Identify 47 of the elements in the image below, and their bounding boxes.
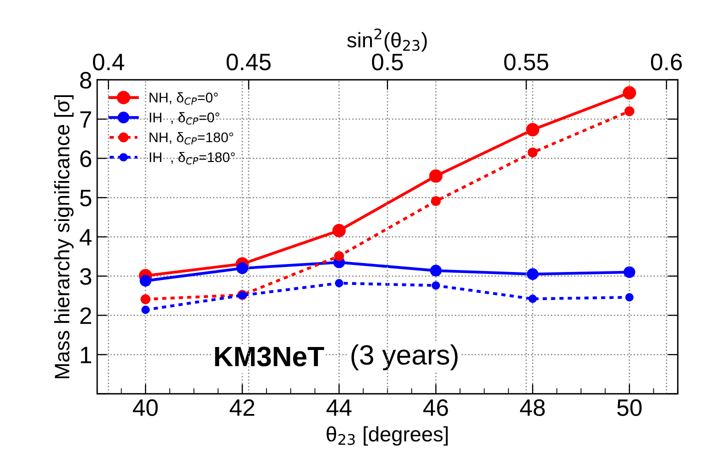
point [526, 123, 540, 136]
legend-label: NH, δ$_{CP}$=0° [150, 92, 218, 105]
point [430, 196, 441, 206]
x-tick-label: 46 [423, 399, 448, 416]
point [624, 266, 636, 278]
legend-label: NH, δ$_{CP}$=180° [150, 132, 234, 145]
y-tick-label: 8 [80, 72, 92, 89]
x-tick-label: 50 [617, 399, 642, 416]
point [625, 293, 634, 302]
y-axis-title: Mass hierarchy significance [σ] [54, 95, 74, 378]
point [526, 268, 538, 280]
y-tick-label: 3 [80, 268, 92, 285]
point [140, 294, 151, 304]
x-axis-title: θ$_{23}$ [degrees] [326, 426, 448, 446]
y-tick-label: 5 [80, 190, 92, 206]
legend-label: IH , δ$_{CP}$=180° [150, 152, 235, 164]
y-tick-label: 6 [80, 150, 92, 168]
point [624, 106, 634, 116]
x2-tick-label: 0.4 [92, 54, 124, 70]
legend-label: IH , δ$_{CP}$=0° [150, 112, 220, 125]
point [430, 264, 442, 276]
point [141, 306, 150, 314]
point [334, 278, 344, 288]
y-tick-label: 1 [80, 346, 92, 364]
y-tick-label: 7 [80, 111, 92, 128]
point [528, 294, 537, 304]
x-tick-label: 44 [326, 400, 352, 416]
x2-tick-label: 0.55 [504, 54, 548, 70]
x-tick-label: 42 [230, 399, 254, 416]
x-tick-label: 48 [520, 399, 545, 416]
annotation: KM3NeT [215, 346, 324, 366]
y-tick-label: 4 [80, 229, 92, 246]
y-tick-label: 2 [80, 307, 92, 324]
point [429, 169, 443, 183]
x2-tick-label: 0.45 [226, 54, 271, 70]
point [622, 86, 636, 100]
point [140, 274, 152, 287]
annotation: (3 years) [351, 344, 458, 370]
point [332, 224, 346, 238]
point [432, 281, 440, 290]
x-tick-label: 40 [132, 399, 158, 416]
x2-tick-label: 0.6 [650, 54, 682, 70]
x2-axis-title: sin$^{2}$(θ$_{23}$) [347, 28, 427, 52]
point [236, 262, 248, 274]
point [334, 251, 344, 262]
x2-tick-label: 0.5 [372, 54, 403, 70]
point [528, 147, 538, 158]
